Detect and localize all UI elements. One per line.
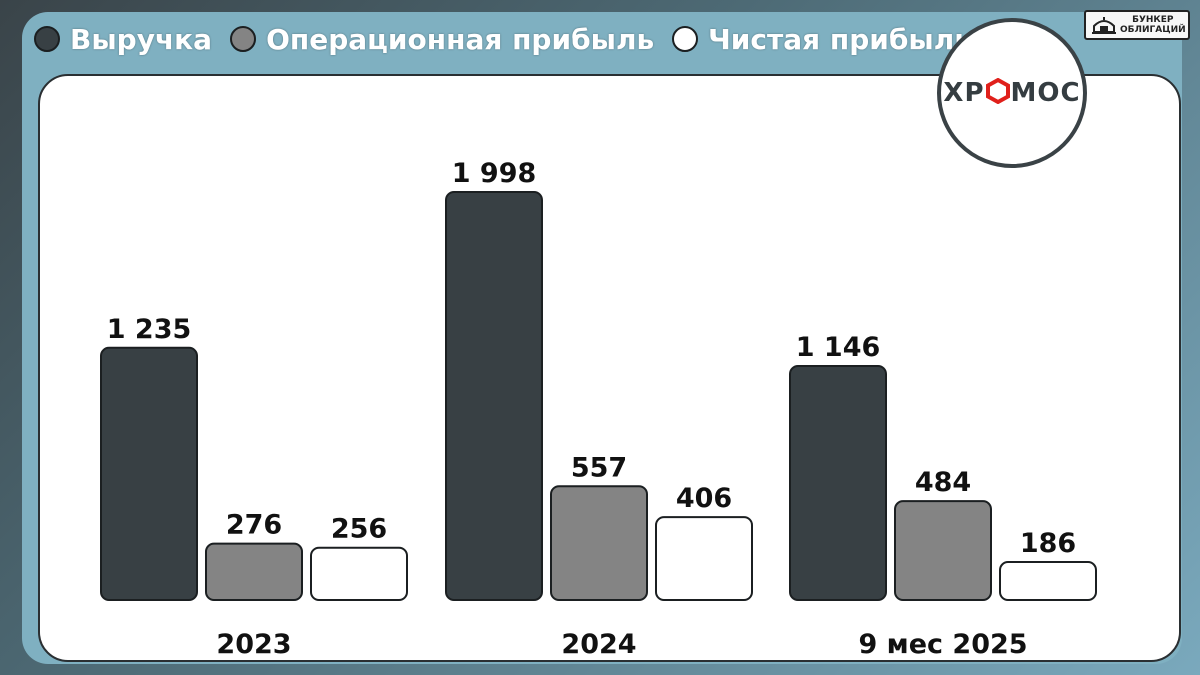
data-label-net-profit-0: 256 <box>331 514 387 545</box>
bar-revenue-0 <box>100 346 198 601</box>
legend-label-revenue: Выручка <box>70 22 213 56</box>
legend-label-operating-profit: Операционная прибыль <box>266 22 655 56</box>
bunker-icon <box>1092 17 1116 34</box>
logo-hexagon-icon <box>985 77 1010 105</box>
data-label-revenue-1: 1 998 <box>452 158 537 189</box>
data-label-operating-profit-0: 276 <box>226 510 282 541</box>
data-label-revenue-2: 1 146 <box>796 332 881 363</box>
legend-swatch-operating-profit <box>230 26 257 52</box>
brand-text: БУНКЕР ОБЛИГАЦИЙ <box>1120 15 1186 35</box>
bar-net-profit-2 <box>999 561 1097 601</box>
legend: Выручка Операционная прибыль Чистая приб… <box>34 18 990 60</box>
legend-swatch-net-profit <box>672 26 699 52</box>
brand-line-1: БУНКЕР <box>1132 15 1174 25</box>
bar-net-profit-1 <box>655 516 753 601</box>
bar-net-profit-0 <box>310 546 408 601</box>
data-label-revenue-0: 1 235 <box>107 314 192 345</box>
bunker-brand-badge: БУНКЕР ОБЛИГАЦИЙ <box>1084 10 1190 40</box>
bar-operating-profit-0 <box>205 542 303 602</box>
company-logo: ХР МОС <box>937 18 1087 168</box>
legend-label-net-profit: Чистая прибыль <box>708 22 972 56</box>
legend-item-revenue: Выручка <box>34 23 212 56</box>
legend-item-operating-profit: Операционная прибыль <box>230 23 654 56</box>
bar-revenue-2 <box>789 364 887 602</box>
legend-item-net-profit: Чистая прибыль <box>672 23 972 56</box>
bar-operating-profit-2 <box>894 500 992 601</box>
data-label-operating-profit-2: 484 <box>915 467 971 498</box>
legend-swatch-revenue <box>34 26 60 52</box>
x-tick-label-2: 9 мес 2025 <box>858 629 1027 660</box>
brand-line-2: ОБЛИГАЦИЙ <box>1120 25 1186 35</box>
logo-text: ХР МОС <box>943 77 1081 108</box>
data-label-net-profit-2: 186 <box>1020 528 1076 559</box>
x-tick-label-0: 2023 <box>216 629 291 660</box>
data-label-net-profit-1: 406 <box>676 483 732 514</box>
bar-operating-profit-1 <box>550 485 648 602</box>
x-tick-label-1: 2024 <box>561 629 636 660</box>
bar-revenue-1 <box>445 191 543 601</box>
data-label-operating-profit-1: 557 <box>571 452 627 483</box>
